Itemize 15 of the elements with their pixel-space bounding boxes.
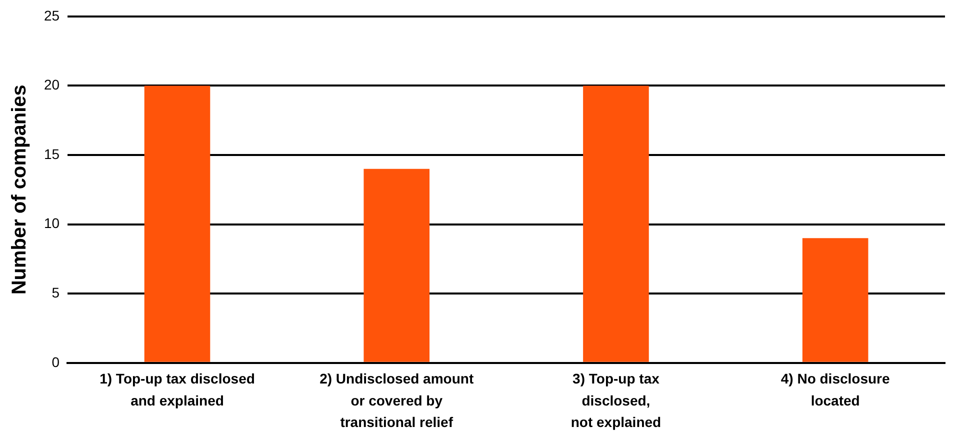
x-tick-label: 3) Top-up tax disclosed, not explained [570, 370, 662, 430]
y-tick-label: 10 [44, 215, 60, 232]
bar [144, 86, 210, 362]
x-tick-label: 2) Undisclosed amount or covered by transitional relief [320, 370, 474, 430]
y-tick-label: 0 [52, 354, 60, 370]
y-axis-title: Number of companies [8, 84, 31, 295]
bar [364, 168, 430, 362]
y-tick-label: 15 [44, 146, 60, 162]
y-tick-label: 25 [44, 7, 60, 24]
bar [583, 86, 649, 362]
x-tick-label: 4) No disclosure located [780, 370, 890, 408]
x-tick-label: 1) Top-up tax disclosed and explained [100, 370, 255, 408]
y-tick-label: 20 [44, 76, 60, 93]
y-tick-label: 5 [52, 284, 60, 300]
bar [802, 238, 868, 362]
